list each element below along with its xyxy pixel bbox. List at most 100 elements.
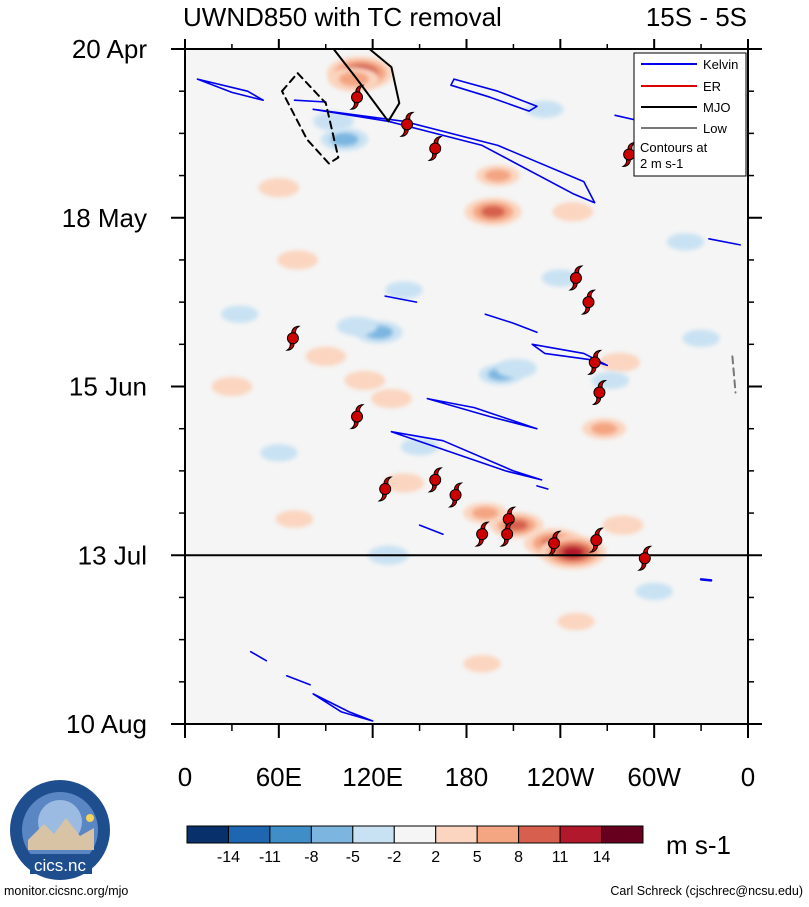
x-tick-label: 180: [445, 762, 488, 792]
anomaly-level: [220, 305, 259, 323]
cyclone-arm-top: [574, 265, 584, 275]
colorbar-swatch: [310, 825, 354, 844]
x-tick-label: 60E: [256, 762, 302, 792]
cyclone-arm-top: [597, 380, 608, 390]
cyclone-arm-bottom: [591, 396, 602, 406]
anomaly-patch: [599, 352, 641, 372]
tropical-cyclone-icon: [377, 476, 393, 502]
website-credit: monitor.cicsnc.org/mjo: [4, 884, 129, 898]
colorbar-units: m s-1: [666, 830, 731, 860]
anomaly-patch: [541, 269, 580, 287]
cyclone-arm-bottom: [399, 127, 409, 137]
cyclone-eye: [351, 410, 364, 423]
anomaly-level: [211, 376, 253, 397]
anomaly-level: [371, 388, 412, 409]
legend-note-line2: 2 m s-1: [640, 156, 683, 171]
anomaly-level: [336, 316, 378, 336]
anomaly-patch: [539, 535, 607, 570]
cyclone-arm-bottom: [587, 365, 597, 375]
anomaly-patch: [371, 388, 412, 409]
anomaly-level: [383, 473, 425, 493]
tropical-cyclone-icon: [447, 482, 464, 508]
contour-kelvin: [312, 108, 596, 204]
anomaly-level: [463, 655, 501, 673]
cyclone-arm-top: [433, 135, 443, 145]
contour-kelvin: [249, 650, 268, 662]
cyclone-arm-top: [355, 404, 365, 414]
cyclone-arm-top: [405, 111, 415, 121]
cyclone-arm-top: [291, 325, 301, 335]
contour-kelvin: [285, 675, 311, 686]
cyclone-arm-top: [552, 530, 562, 540]
cyclone-eye: [401, 118, 414, 131]
cyclone-arm-bottom: [349, 420, 359, 430]
anomaly-level: [602, 515, 644, 535]
contour-kelvin: [536, 485, 549, 490]
cyclone-arm-bottom: [568, 281, 578, 291]
contour-kelvin: [384, 295, 418, 303]
colorbar-tick-label: -2: [387, 849, 401, 866]
anomaly-patch: [475, 165, 520, 187]
colorbar-swatch: [269, 825, 312, 844]
anomaly-patch: [602, 515, 644, 535]
colorbar-swatch: [476, 825, 520, 844]
legend-note-line1: Contours at: [640, 140, 708, 155]
tropical-cyclone-icon: [474, 521, 490, 547]
cyclone-eye: [429, 473, 442, 486]
anomaly-level: [591, 371, 630, 390]
anomaly-level: [635, 582, 673, 601]
cyclone-eye: [588, 356, 601, 369]
anomaly-patch: [464, 197, 522, 226]
anomaly-level: [338, 71, 370, 87]
anomaly-patch: [258, 178, 300, 198]
anomaly-patch: [682, 329, 720, 347]
anomaly-patch: [275, 510, 314, 528]
anomaly-patch: [336, 316, 378, 336]
contour-mjo: [332, 49, 401, 123]
cyclone-arm-bottom: [580, 305, 591, 315]
cicsnc-logo: cics.nc: [10, 780, 110, 880]
colorbar-swatch: [186, 825, 229, 844]
anomaly-patch: [666, 233, 705, 251]
cyclone-arm-bottom: [285, 341, 295, 351]
colorbar-tick-label: 11: [552, 849, 569, 866]
tropical-cyclone-icon: [587, 349, 603, 375]
colorbar-tick-label: 8: [514, 849, 523, 866]
colorbar-swatch: [559, 825, 603, 844]
anomaly-level: [344, 370, 386, 391]
anomaly-level: [599, 352, 641, 372]
legend-label-kelvin: Kelvin: [703, 57, 738, 72]
colorbar-tick-label: -14: [217, 849, 240, 866]
contour-kelvin: [426, 397, 538, 430]
anomaly-level: [313, 111, 354, 131]
cyclone-arm-bottom: [427, 151, 437, 161]
legend-label-mjo: MJO: [703, 100, 730, 115]
anomaly-patch: [385, 281, 423, 299]
cyclone-eye: [593, 386, 606, 399]
colorbar-swatch: [352, 825, 395, 844]
contour-mjo: [281, 72, 340, 165]
cyclone-arm-top: [383, 476, 393, 486]
y-tick-label: 13 Jul: [78, 540, 147, 570]
cyclone-arm-top: [433, 467, 443, 477]
anomaly-patch: [328, 66, 380, 92]
anomaly-patch: [313, 111, 354, 131]
tropical-cyclone-icon: [637, 545, 653, 571]
anomaly-level: [400, 438, 439, 456]
anomaly-patch: [635, 582, 673, 601]
tropical-cyclone-icon: [580, 289, 597, 315]
colorbar-swatch: [227, 825, 271, 844]
colorbar-swatch: [601, 825, 644, 844]
contour-kelvin: [450, 78, 538, 112]
tropical-cyclone-icon: [427, 467, 443, 493]
cyclone-eye: [429, 142, 442, 155]
x-tick-label: 120W: [526, 762, 594, 792]
anomaly-patch: [383, 473, 425, 493]
y-tick-label: 20 Apr: [72, 34, 148, 64]
cyclone-arm-bottom: [427, 483, 437, 493]
x-tick-label: 0: [741, 762, 755, 792]
y-tick-label: 10 Aug: [66, 709, 147, 739]
anomaly-level: [541, 269, 580, 287]
cyclone-eye: [590, 534, 603, 547]
author-credit: Carl Schreck (cjschrec@ncsu.edu): [610, 884, 803, 898]
